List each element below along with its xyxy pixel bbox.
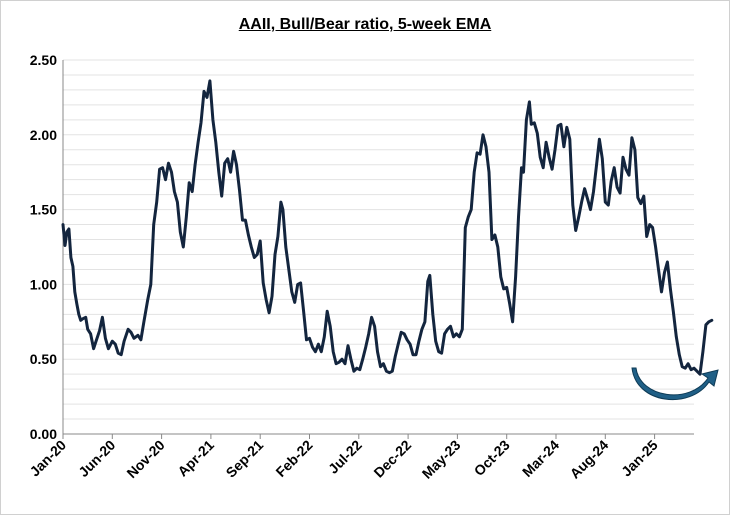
x-tick-label: Jan-20: [26, 437, 69, 480]
x-tick-label: Oct-23: [471, 437, 513, 479]
x-tick-label: May-23: [419, 437, 464, 482]
y-tick-label: 2.00: [30, 127, 57, 143]
x-tick-label: Dec-22: [370, 437, 414, 481]
series-line: [61, 79, 714, 376]
x-tick-label: Jul-22: [325, 437, 365, 477]
y-tick-label: 2.50: [30, 52, 57, 68]
x-tick-label: Nov-20: [123, 437, 167, 481]
x-tick-label: Jan-25: [618, 437, 661, 480]
curved-arrow-icon: [631, 367, 719, 401]
x-tick-label: Mar-24: [519, 437, 562, 480]
y-tick-label: 1.50: [30, 202, 57, 218]
x-tick-labels: Jan-20 Jun-20 Nov-20 Apr-21 Sep-21 Feb-22 Jul-…: [26, 434, 661, 482]
x-tick-label: Apr-21: [174, 437, 217, 480]
y-tick-label: 0.00: [30, 426, 57, 442]
x-tick-label: Feb-22: [272, 437, 315, 480]
y-tick-label: 0.50: [30, 351, 57, 367]
x-tick-label: Aug-24: [567, 437, 612, 482]
x-tick-label: Sep-21: [223, 437, 267, 481]
y-tick-label: 1.00: [30, 276, 57, 292]
grid-lines: [63, 59, 694, 420]
chart-title: AAII, Bull/Bear ratio, 5-week EMA: [238, 16, 492, 33]
annotation-layer: [631, 367, 719, 401]
series-layer: [61, 79, 714, 376]
x-tick-label: Jun-20: [75, 437, 118, 480]
axes: [62, 60, 694, 435]
y-tick-labels: 0.00 0.50 1.00 1.50 2.00 2.50: [30, 52, 57, 442]
